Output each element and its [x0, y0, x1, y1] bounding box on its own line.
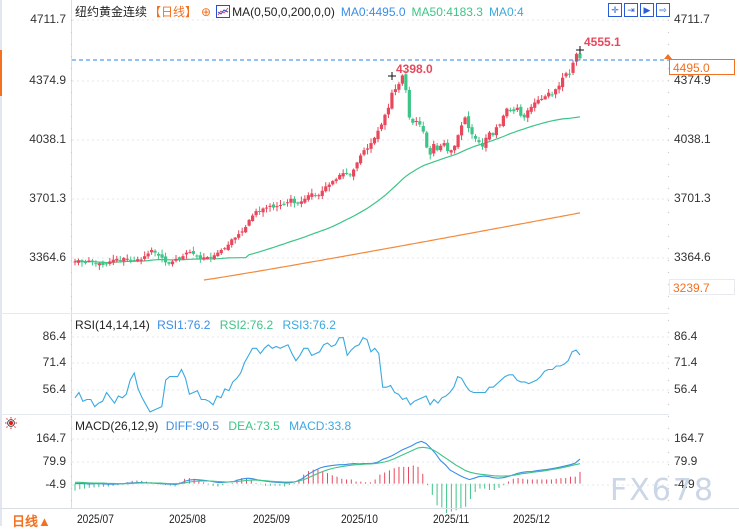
rsi2-value: RSI2:76.2: [219, 318, 274, 332]
jump-latest-icon[interactable]: ⇨: [656, 3, 670, 17]
sun-indicator-icon[interactable]: [5, 417, 17, 429]
ma-chart-icon[interactable]: [216, 5, 231, 18]
rsi-label-left-0: 86.4: [42, 329, 66, 343]
rsi3-value: RSI3:76.2: [282, 318, 336, 332]
ma50-value: MA50:4183.3: [411, 4, 483, 19]
pane-separator-rsi: [0, 313, 669, 314]
rsi-label-right-0: 86.4: [674, 329, 698, 343]
y-label-left-2: 4038.1: [29, 132, 66, 146]
x-label-3: 2025/10: [341, 512, 378, 526]
period-toggle-button[interactable]: 日线▲: [12, 514, 51, 529]
y-label-right-3: 3701.3: [674, 191, 711, 205]
x-label-1: 2025/08: [169, 512, 206, 526]
y-label-right-1: 4374.9: [674, 73, 711, 87]
y-label-right-2: 4038.1: [674, 132, 711, 146]
period-label[interactable]: 【日线】: [149, 5, 198, 19]
left-edge-accent: [0, 50, 2, 96]
dea-value: DEA:73.5: [228, 419, 280, 433]
ma0-value: MA0:4495.0: [340, 4, 406, 19]
y-label-right-4: 3364.6: [674, 250, 711, 264]
macd-header: MACD(26,12,9) DIFF:90.5 DEA:73.5 MACD:33…: [75, 419, 351, 433]
y-label-left-3: 3701.3: [29, 191, 66, 205]
diff-value: DIFF:90.5: [165, 419, 220, 433]
ma200-value-tag: 3239.7: [669, 279, 735, 295]
macd-label-right-2: -4.9: [674, 477, 695, 491]
macd-value: MACD:33.8: [289, 419, 352, 433]
macd-label-left-2: -4.9: [45, 477, 66, 491]
ma0-second-value: MA0:4: [488, 4, 524, 19]
pane-separator-macd: [0, 414, 669, 415]
rsi-label-right-2: 56.4: [674, 382, 698, 396]
y-label-right-0: 4711.7: [674, 12, 710, 26]
high-price-label: 4555.1: [584, 35, 621, 49]
x-label-4: 2025/11: [433, 512, 470, 526]
macd-label-left-1: 79.9: [42, 454, 66, 468]
rsi-title: RSI(14,14,14): [75, 318, 150, 332]
circle-plus-icon[interactable]: ⊕: [201, 4, 212, 19]
rsi-label-left-1: 71.4: [42, 355, 66, 369]
peak-price-label: 4398.0: [396, 62, 433, 76]
instrument-name: 纽约黄金连续: [75, 5, 148, 19]
zoom-fit-icon[interactable]: ⇥: [624, 3, 638, 17]
step-forward-icon[interactable]: ▶: [640, 3, 654, 17]
rsi1-value: RSI1:76.2: [157, 318, 211, 332]
rsi-label-left-2: 56.4: [42, 382, 66, 396]
macd-title: MACD(26,12,9): [75, 419, 159, 433]
chart-header: 纽约黄金连续 【日线】 ⊕ MA(0,50,0,200,0,0) MA0:449…: [75, 3, 524, 20]
left-edge-bar: [0, 0, 2, 526]
rsi-label-right-1: 71.4: [674, 355, 698, 369]
crosshair-icon[interactable]: ✛: [608, 3, 622, 17]
y-label-left-0: 4711.7: [30, 12, 66, 26]
x-label-5: 2025/12: [513, 512, 550, 526]
chart-toolbar: ✛ ⇥ ▶ ⇨: [608, 3, 670, 17]
y-axis-divider: [71, 0, 72, 508]
macd-label-right-0: 164.7: [674, 431, 705, 445]
macd-label-right-1: 79.9: [674, 454, 698, 468]
x-label-2: 2025/09: [253, 512, 290, 526]
y-label-left-1: 4374.9: [29, 73, 66, 87]
macd-label-left-0: 164.7: [35, 431, 66, 445]
y-label-left-4: 3364.6: [29, 250, 66, 264]
rsi-header: RSI(14,14,14) RSI1:76.2 RSI2:76.2 RSI3:7…: [75, 318, 336, 332]
fx678-watermark: FX678: [610, 473, 716, 508]
ma-params: MA(0,50,0,200,0,0): [232, 4, 335, 19]
x-axis: 日线▲ 2025/07 2025/08 2025/09 2025/10 2025…: [0, 508, 739, 529]
current-price-tag: 4495.0: [669, 59, 735, 75]
x-label-0: 2025/07: [77, 512, 114, 526]
